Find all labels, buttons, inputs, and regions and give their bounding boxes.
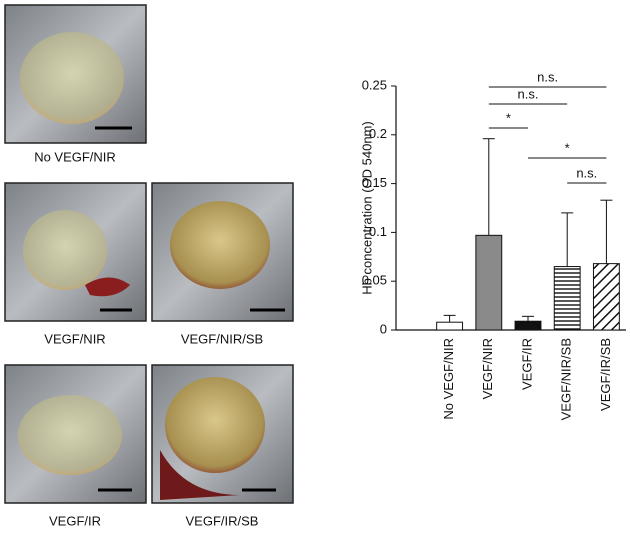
y-tick-label: 0.15 <box>362 175 387 190</box>
photo <box>151 182 294 322</box>
x-tick-label: VEGF/NIR/SB <box>559 338 574 420</box>
x-tick-label: VEGF/IR/SB <box>598 338 613 411</box>
x-tick-label: VEGF/NIR <box>480 338 495 399</box>
x-tick-label: No VEGF/NIR <box>441 338 456 420</box>
photo <box>4 182 147 322</box>
photo-caption: VEGF/IR <box>49 513 101 528</box>
x-tick-label: VEGF/IR <box>519 338 534 390</box>
photo <box>4 364 147 504</box>
bar <box>436 321 464 331</box>
bar <box>514 320 542 331</box>
photo-caption: VEGF/NIR/SB <box>181 331 263 346</box>
photo <box>151 364 294 504</box>
bar <box>592 263 620 331</box>
photo-caption: VEGF/IR/SB <box>186 513 259 528</box>
photo-caption: No VEGF/NIR <box>34 149 116 164</box>
significance-label: * <box>565 140 570 155</box>
y-tick-label: 0.1 <box>369 224 387 239</box>
photo <box>4 4 147 144</box>
significance-label: * <box>506 110 511 125</box>
significance-label: n.s. <box>537 69 558 84</box>
photo-caption: VEGF/NIR <box>44 331 105 346</box>
bar <box>553 266 581 331</box>
y-tick-label: 0 <box>380 321 387 336</box>
y-axis-label: Hb concentration (OD 540nm) <box>359 121 374 294</box>
significance-label: n.s. <box>576 165 597 180</box>
y-tick-label: 0.25 <box>362 77 387 92</box>
bar <box>475 234 503 331</box>
y-tick-label: 0.2 <box>369 126 387 141</box>
significance-label: n.s. <box>518 86 539 101</box>
y-tick-label: 0.05 <box>362 273 387 288</box>
